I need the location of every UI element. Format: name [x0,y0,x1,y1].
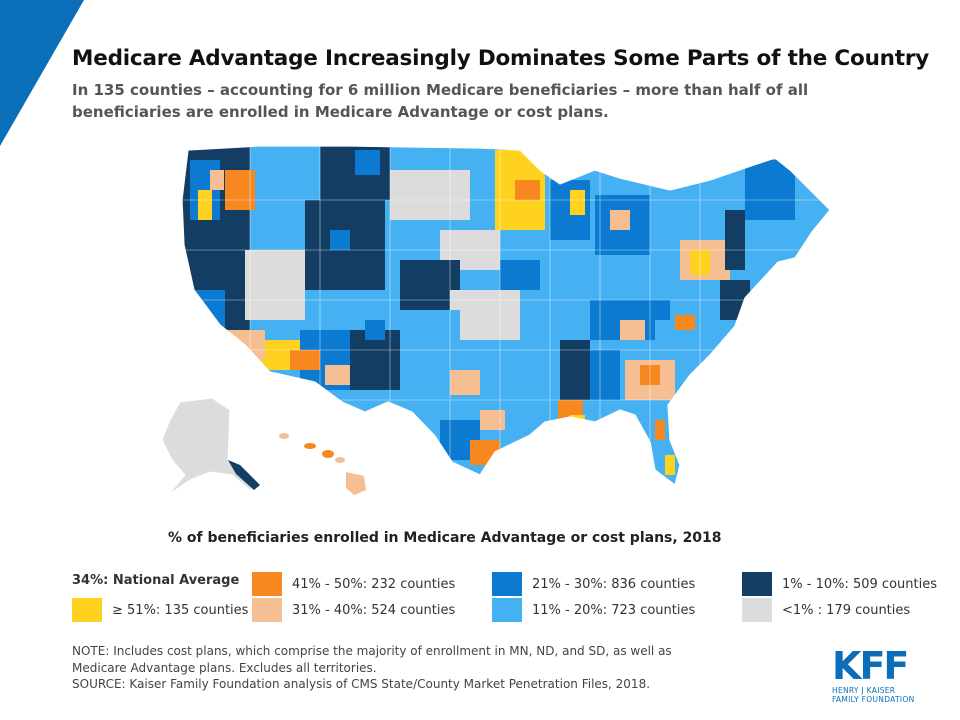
legend-swatch [492,598,522,622]
legend-swatch [252,572,282,596]
legend-label: <1% : 179 counties [782,602,911,618]
legend-item-51-plus: ≥ 51%: 135 counties [72,598,248,622]
kff-logo: KFF HENRY J KAISER FAMILY FOUNDATION [832,646,932,704]
legend-swatch [742,598,772,622]
legend-title: % of beneficiaries enrolled in Medicare … [168,530,722,546]
legend-swatch [492,572,522,596]
legend-item-11-20: 11% - 20%: 723 counties [492,598,695,622]
legend-swatch [72,598,102,622]
contiguous-us [182,146,830,485]
legend-item-under-1: <1% : 179 counties [742,598,910,622]
legend-label: ≥ 51%: 135 counties [112,602,249,618]
legend-swatch [252,598,282,622]
legend-label: 11% - 20%: 723 counties [532,602,696,618]
note-text: NOTE: Includes cost plans, which compris… [72,644,672,675]
legend-label: 21% - 30%: 836 counties [532,576,696,592]
legend-label: 1% - 10%: 509 counties [782,576,937,592]
legend-item-21-30: 21% - 30%: 836 counties [492,572,695,596]
source-text: SOURCE: Kaiser Family Foundation analysi… [72,677,651,691]
us-county-map [161,145,831,496]
legend-item-41-50: 41% - 50%: 232 counties [252,572,455,596]
alaska [161,397,261,496]
legend-item-1-10: 1% - 10%: 509 counties [742,572,937,596]
hawaii [279,433,366,495]
legend-label: 31% - 40%: 524 counties [292,602,456,618]
page-title: Medicare Advantage Increasingly Dominate… [72,46,930,71]
legend-item-31-40: 31% - 40%: 524 counties [252,598,455,622]
logo-line1: HENRY J KAISER [832,686,896,695]
page-subtitle: In 135 counties – accounting for 6 milli… [72,81,809,121]
corner-accent-triangle [0,0,84,146]
legend-label: 41% - 50%: 232 counties [292,576,456,592]
footnote: NOTE: Includes cost plans, which compris… [72,643,692,693]
logo-mark: KFF [832,644,909,688]
national-average: 34%: National Average [72,573,240,588]
legend-swatch [742,572,772,596]
logo-line2: FAMILY FOUNDATION [832,695,915,704]
